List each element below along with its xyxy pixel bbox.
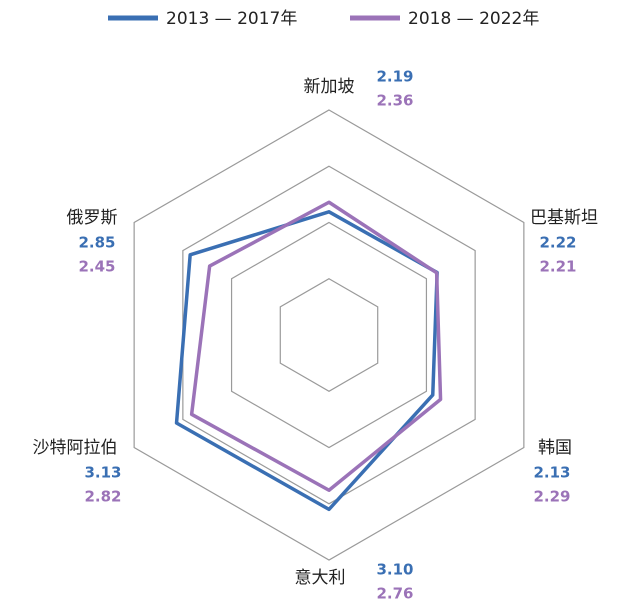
grid-ring: [230, 221, 428, 449]
series-line: [189, 200, 443, 492]
value-label: 2.82: [84, 488, 121, 506]
category-label: 沙特阿拉伯: [33, 438, 118, 458]
legend-label: 2018 — 2022年: [408, 9, 539, 29]
series-line: [174, 210, 439, 512]
category-label: 韩国: [538, 438, 572, 458]
value-label: 2.85: [78, 234, 115, 252]
legend-label: 2013 — 2017年: [166, 9, 297, 29]
value-label: 3.10: [376, 561, 413, 579]
value-label: 2.21: [539, 258, 576, 276]
value-label: 2.22: [539, 234, 576, 252]
value-label: 2.76: [376, 585, 413, 603]
value-label: 2.13: [533, 464, 570, 482]
category-label: 意大利: [295, 568, 346, 588]
category-label: 新加坡: [304, 77, 355, 97]
value-label: 2.36: [376, 92, 413, 110]
value-label: 2.19: [376, 68, 413, 86]
value-label: 2.29: [533, 488, 570, 506]
value-label: 2.45: [78, 258, 115, 276]
value-label: 3.13: [84, 464, 121, 482]
grid-ring: [133, 109, 525, 561]
grid-ring: [182, 165, 476, 505]
category-label: 俄罗斯: [67, 208, 118, 228]
grid-ring: [279, 278, 379, 392]
category-label: 巴基斯坦: [530, 208, 598, 228]
